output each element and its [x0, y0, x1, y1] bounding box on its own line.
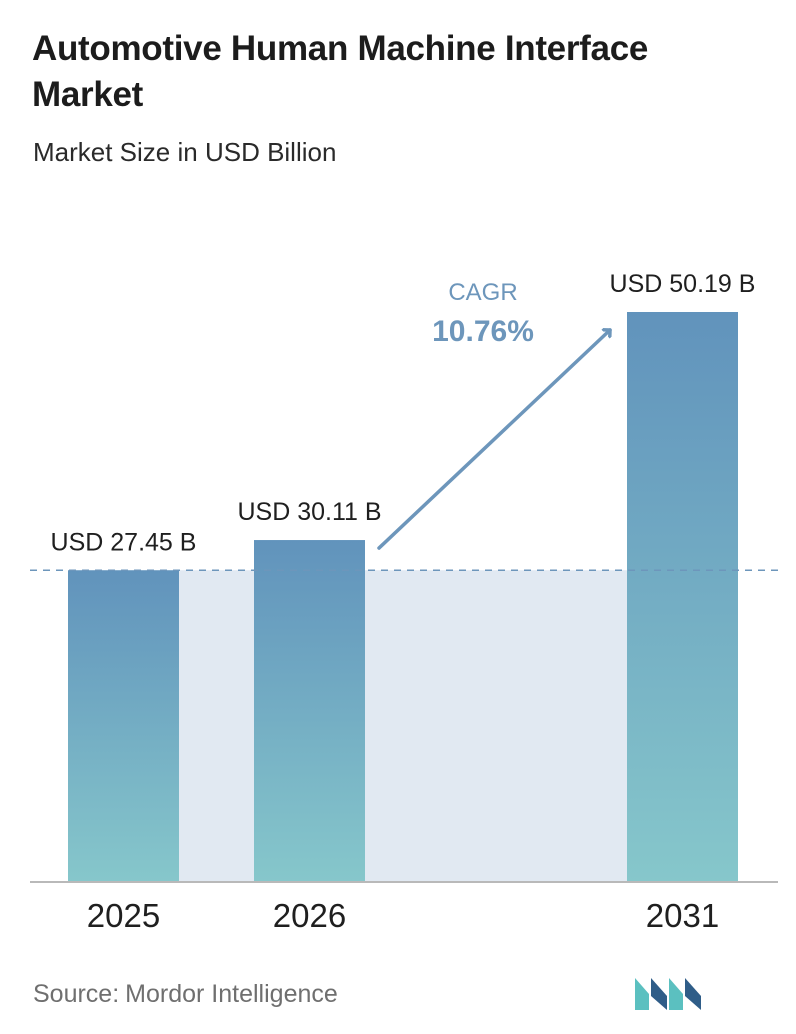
bar-2031 — [627, 312, 738, 882]
data-label-2031: USD 50.19 B — [610, 270, 756, 298]
data-label-2025: USD 27.45 B — [51, 528, 197, 556]
bar-2026 — [254, 540, 365, 882]
chart-title: Automotive Human Machine Interface Marke… — [32, 29, 649, 114]
source-note: Source: Mordor Intelligence — [33, 977, 338, 1011]
chart-subtitle: Market Size in USD Billion — [33, 137, 337, 167]
bar-2025 — [68, 570, 179, 882]
cagr-label: CAGR — [448, 279, 517, 306]
x-tick-label-2026: 2026 — [273, 897, 346, 934]
data-label-2026: USD 30.11 B — [237, 498, 381, 526]
mordor-intelligence-logo — [635, 978, 701, 1010]
cagr-arrow — [377, 330, 612, 550]
x-tick-label-2031: 2031 — [646, 897, 719, 934]
cagr-value: 10.76% — [432, 315, 534, 348]
source-label: Source: — [33, 980, 120, 1008]
source-value: Mordor Intelligence — [125, 980, 338, 1008]
x-tick-label-2025: 2025 — [87, 897, 160, 934]
